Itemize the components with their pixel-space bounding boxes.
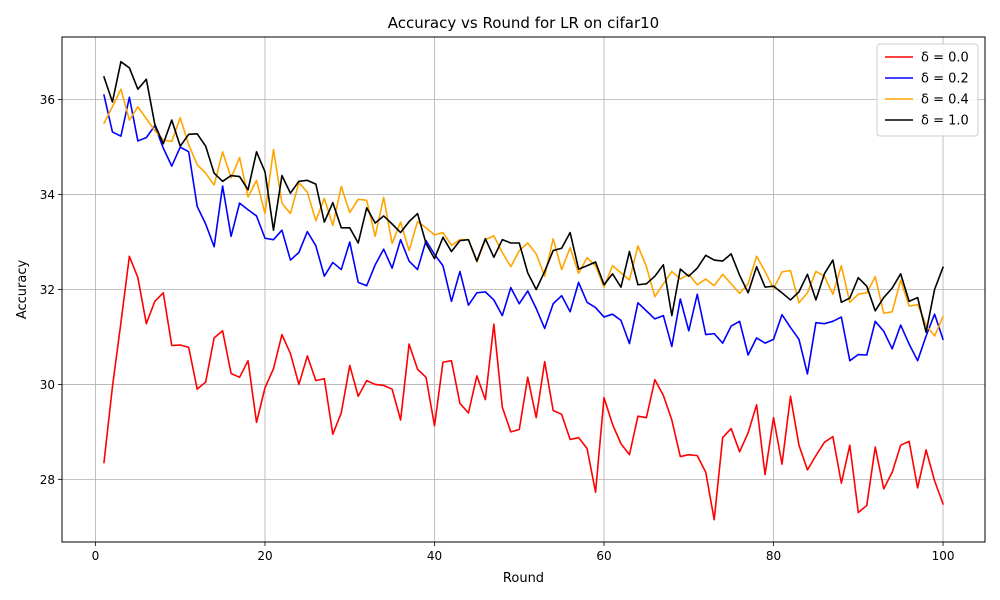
x-tick-label: 20: [257, 549, 272, 563]
y-tick-label: 32: [40, 283, 55, 297]
series-line-2: [103, 88, 944, 337]
legend-entry-label: δ = 0.4: [921, 93, 969, 108]
x-axis-label: Round: [503, 571, 544, 586]
x-tick-label: 0: [92, 549, 100, 563]
y-tick-label: 34: [40, 188, 55, 202]
x-tick-label: 40: [427, 549, 442, 563]
y-tick-label: 28: [40, 473, 55, 487]
x-tick-label: 100: [932, 549, 955, 563]
chart-title: Accuracy vs Round for LR on cifar10: [388, 14, 659, 32]
legend-entry-label: δ = 0.2: [921, 72, 969, 87]
axis-ticks: 0 20 40 60 80 100 28 30 32 34 36: [40, 93, 955, 563]
grid-lines: [62, 37, 985, 542]
series-line-0: [103, 255, 944, 521]
x-tick-label: 80: [766, 549, 781, 563]
y-axis-label: Accuracy: [15, 260, 30, 320]
series-line-1: [103, 94, 944, 375]
y-tick-label: 30: [40, 378, 55, 392]
legend-entry-label: δ = 1.0: [921, 114, 969, 129]
legend-entry-label: δ = 0.0: [921, 51, 969, 66]
y-tick-label: 36: [40, 93, 55, 107]
plot-lines: [103, 60, 944, 521]
x-tick-label: 60: [596, 549, 611, 563]
series-line-3: [103, 60, 944, 334]
legend-box: [876, 43, 979, 137]
legend: δ = 0.0 δ = 0.2 δ = 0.4 δ = 1.0: [876, 43, 979, 137]
